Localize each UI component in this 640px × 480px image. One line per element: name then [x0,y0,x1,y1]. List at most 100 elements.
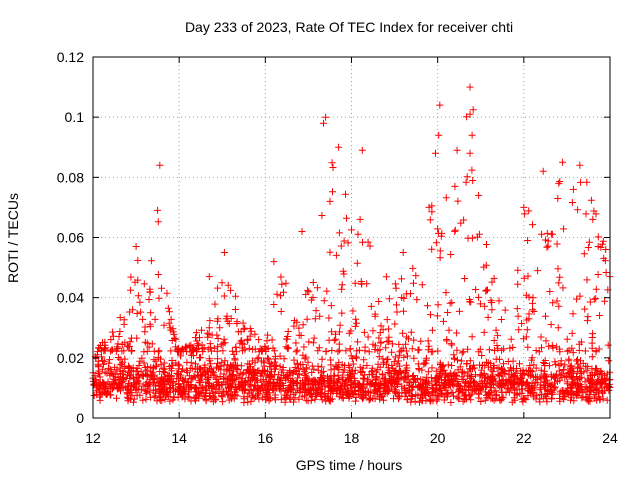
data-point [395,340,403,348]
data-point [337,242,345,250]
data-point [514,280,522,288]
data-point [428,388,436,396]
data-point [490,396,498,404]
data-point [193,340,201,348]
data-point [407,398,415,406]
chart-title: Day 233 of 2023, Rate Of TEC Index for r… [185,19,513,35]
data-point [221,357,229,365]
data-point [434,374,442,382]
data-point [206,390,214,397]
data-point [311,315,319,323]
data-point [237,362,245,370]
data-point [339,368,347,376]
data-point [356,363,364,371]
y-tick-label: 0.08 [57,169,84,185]
data-point [124,386,132,394]
data-point [516,390,524,397]
data-point [419,397,426,405]
data-point [187,397,195,405]
data-point [590,207,598,215]
data-point [163,388,171,396]
data-point [332,251,340,259]
data-point [475,191,483,199]
data-point [566,369,574,377]
data-point [177,352,184,360]
data-point [256,385,264,393]
data-point [351,366,359,374]
data-point [554,265,562,273]
data-point [125,342,133,350]
data-point [421,391,429,399]
data-point [599,389,607,397]
data-point [491,347,498,354]
data-point [537,333,545,341]
data-point [600,375,608,383]
data-point [418,366,426,374]
data-point [314,347,322,355]
data-point [205,330,213,338]
data-point [375,353,383,361]
data-point [208,365,216,373]
data-point [318,375,326,382]
data-point [140,280,148,288]
data-point [368,364,376,372]
data-point [240,378,248,386]
data-point [236,383,243,391]
data-point [446,372,454,380]
data-point [338,393,346,401]
data-point [298,393,306,401]
data-point [116,328,124,335]
data-point [349,360,357,368]
data-point [563,335,571,343]
data-point [578,373,586,381]
data-point [599,240,606,248]
data-point [544,242,552,250]
data-point [203,385,210,393]
data-point [165,319,173,327]
data-point [483,391,491,399]
data-point [161,381,169,389]
data-point [385,337,393,345]
data-point [422,359,430,367]
data-point [444,390,452,398]
data-point [591,395,599,403]
data-point [513,305,521,313]
data-point [302,291,310,298]
data-point [388,340,396,348]
data-point [133,373,141,381]
data-point [223,391,231,399]
data-point [357,393,365,401]
data-point [432,381,440,389]
data-point [453,146,461,154]
data-point [594,271,602,278]
data-point [301,370,309,378]
data-point [501,306,509,314]
data-point [554,195,562,202]
data-point [524,237,532,244]
data-point [305,375,313,383]
data-point [112,370,120,378]
data-point [150,356,158,364]
data-point [195,342,203,349]
x-axis-label: GPS time / hours [296,457,403,473]
data-point [173,375,181,383]
data-point [360,356,368,364]
data-point [587,387,595,395]
data-point [360,380,368,388]
data-point [302,353,310,361]
data-point [210,383,217,391]
data-point [284,375,292,382]
data-point [403,333,411,341]
data-point [436,101,444,109]
data-point [498,366,506,373]
data-point [235,373,243,381]
data-point [513,365,520,372]
data-point [142,380,150,388]
data-point [471,387,479,395]
data-point [454,356,461,364]
data-point [145,343,153,351]
data-point [553,377,561,385]
data-point [546,382,554,390]
data-point [297,332,305,339]
data-point [161,395,169,403]
